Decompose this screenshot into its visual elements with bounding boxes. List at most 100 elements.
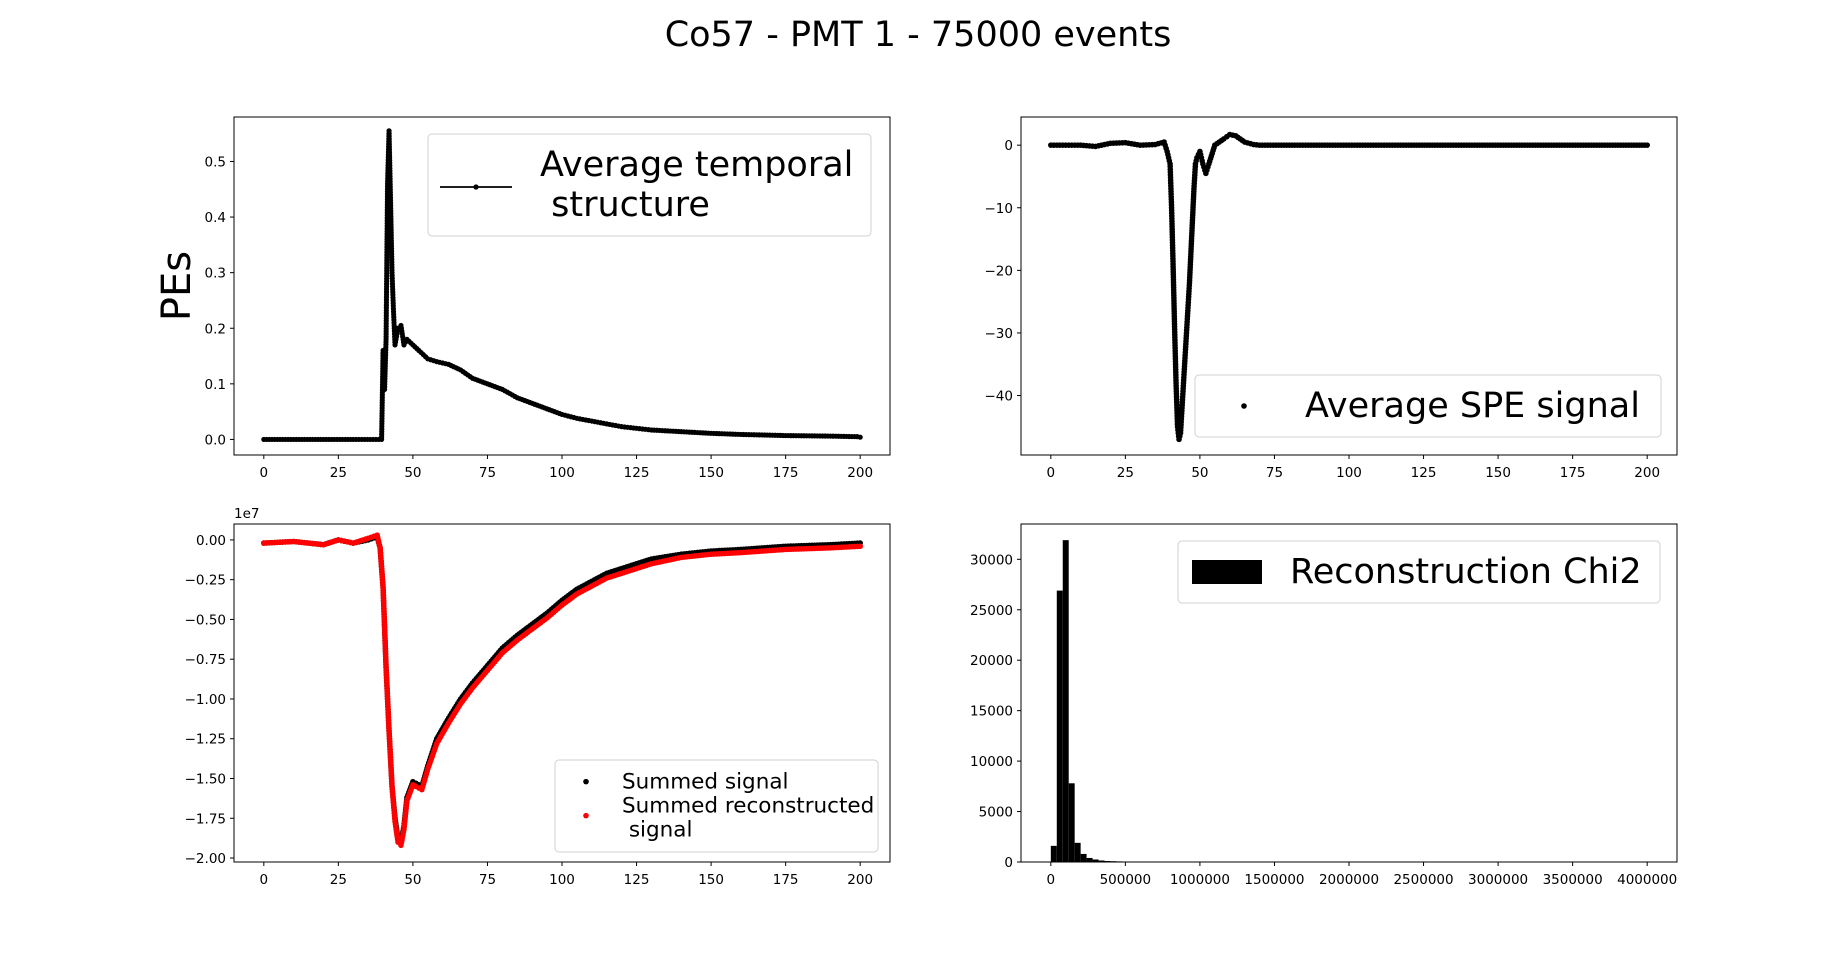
legend-label: Reconstruction Chi2 [1290,552,1642,592]
x-tick-label: 150 [698,872,724,888]
legend-bar-marker [1192,560,1262,584]
y-tick-label: 0.2 [205,321,226,337]
x-tick-label: 3000000 [1468,872,1528,888]
y-tick-label: −2.00 [185,851,226,867]
x-tick-label: 0 [260,465,269,481]
y-tick-label: 0.00 [196,533,226,549]
y-tick-label: 0.4 [205,210,226,226]
y-tick-label: −20 [985,263,1014,279]
x-tick-label: 175 [1560,465,1586,481]
axis-offset-text: 1e7 [234,506,259,522]
x-tick-label: 25 [330,872,347,888]
y-tick-label: 15000 [970,704,1013,720]
legend-label: Summed reconstructed [622,794,874,819]
x-tick-label: 150 [698,465,724,481]
x-tick-label: 3500000 [1543,872,1603,888]
x-tick-label: 75 [1266,465,1283,481]
legend-dot-marker [583,778,589,785]
x-tick-label: 200 [847,465,873,481]
y-tick-label: 0 [1004,855,1013,871]
y-tick-label: 0.3 [205,266,226,282]
y-tick-label: −30 [985,326,1014,342]
legend-box [427,133,872,237]
x-tick-label: 1000000 [1170,872,1230,888]
x-tick-label: 25 [1117,465,1134,481]
data-point [857,543,863,550]
y-tick-label: 0.0 [205,432,226,448]
x-tick-label: 125 [624,465,650,481]
x-tick-label: 100 [549,465,575,481]
x-tick-label: 175 [773,465,799,481]
histogram-bar [1068,783,1075,862]
y-tick-label: −1.00 [185,692,226,708]
legend-label: Summed signal [622,770,788,795]
x-tick-label: 50 [1191,465,1208,481]
x-tick-label: 2000000 [1319,872,1379,888]
legend-box [1177,540,1661,604]
legend-label: Average temporal [540,145,853,185]
x-tick-label: 100 [1336,465,1362,481]
x-tick-label: 50 [404,465,421,481]
chi2-histogram-panel: 0 500000 1000000 1500000 2000000 2500000 30000… [970,523,1678,888]
histogram-bar [1098,860,1105,862]
y-tick-label: 25000 [970,603,1013,619]
histogram-bar [1086,857,1093,862]
y-tick-label: −0.75 [185,652,226,668]
x-tick-label: 100 [549,872,575,888]
x-tick-label: 4000000 [1617,872,1677,888]
x-tick-label: 2500000 [1393,872,1453,888]
legend-dot-marker [583,812,589,819]
spe-signal-panel: 0 25 50 75 100 125 150 175 200 0 −10 −20 −30 −40 Avera… [985,116,1678,481]
y-tick-label: −40 [985,389,1014,405]
x-tick-label: 0 [1047,872,1056,888]
x-tick-label: 200 [847,872,873,888]
y-tick-label: −1.25 [185,732,226,748]
x-tick-label: 1500000 [1244,872,1304,888]
histogram-bar [1080,853,1087,862]
x-tick-label: 125 [1411,465,1437,481]
y-tick-label: 0.1 [205,377,226,393]
histogram-bar [1050,845,1057,862]
x-tick-label: 150 [1485,465,1511,481]
data-point [1644,142,1650,148]
x-tick-label: 25 [330,465,347,481]
legend-label: Average SPE signal [1305,386,1640,426]
y-tick-label: 0 [1004,138,1013,154]
x-tick-label: 75 [479,872,496,888]
legend-dot-marker [473,184,479,190]
temporal-structure-panel: 0 25 50 75 100 125 150 175 200 0.0 0.1 0.2 0.3 0.4 0.5… [154,116,891,481]
histogram-bar [1056,590,1063,862]
y-tick-label: 10000 [970,754,1013,770]
y-tick-label: 0.5 [205,154,226,170]
y-tick-label: −0.50 [185,612,226,628]
legend-dot-marker [1241,403,1247,409]
data-point [857,434,863,440]
y-tick-label: −0.25 [185,573,226,589]
legend-box [1194,374,1662,438]
x-tick-label: 0 [260,872,269,888]
y-tick-label: −10 [985,201,1014,217]
legend-label: structure [540,185,710,225]
y-tick-label: −1.75 [185,811,226,827]
summed-signal-panel: 0 25 50 75 100 125 150 175 200 0.00 −0.25 −0.50 −0.7… [185,506,891,888]
histogram-bar [1104,860,1111,862]
y-tick-label: 20000 [970,653,1013,669]
y-axis-label: PEs [154,251,200,321]
x-tick-label: 75 [479,465,496,481]
histogram-bar [1062,540,1069,862]
y-tick-label: −1.50 [185,771,226,787]
x-tick-label: 0 [1047,465,1056,481]
legend-label: signal [622,818,692,843]
y-tick-label: 5000 [979,805,1013,821]
histogram-bar [1074,842,1081,862]
y-tick-label: 30000 [970,552,1013,568]
x-tick-label: 125 [624,872,650,888]
x-tick-label: 175 [773,872,799,888]
legend-box [554,759,879,853]
x-tick-label: 200 [1634,465,1660,481]
x-tick-label: 50 [404,872,421,888]
histogram-bar [1092,859,1099,862]
figure-title: Co57 - PMT 1 - 75000 events [665,15,1172,55]
